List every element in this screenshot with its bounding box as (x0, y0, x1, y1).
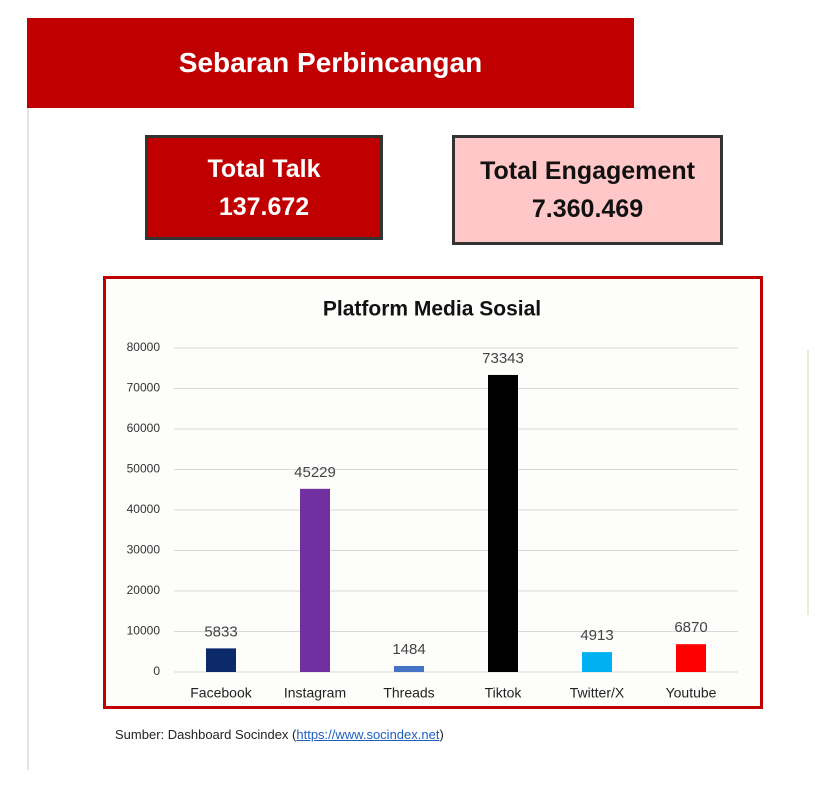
x-tick-label: Threads (383, 685, 434, 701)
page-edge (27, 108, 29, 770)
card-value: 137.672 (218, 192, 310, 221)
y-tick-label: 30000 (127, 543, 161, 557)
bar (676, 644, 706, 672)
bar (488, 374, 518, 672)
x-tick-label: Twitter/X (570, 685, 625, 701)
chart-title: Platform Media Sosial (323, 298, 541, 321)
x-tick-label: Youtube (666, 685, 717, 701)
y-tick-label: 60000 (127, 421, 161, 435)
y-tick-label: 40000 (127, 502, 161, 516)
data-label: 73343 (482, 350, 524, 367)
y-tick-label: 50000 (127, 462, 161, 476)
card-label: Total Engagement (480, 157, 695, 185)
bar (582, 652, 612, 672)
bar (300, 488, 330, 672)
stat-card: Total Engagement 7.360.469 (452, 135, 723, 245)
data-label: 6870 (674, 619, 707, 636)
header-title: Sebaran Perbincangan (27, 18, 634, 108)
data-label: 4913 (580, 627, 613, 644)
y-tick-label: 70000 (127, 381, 161, 395)
y-tick-label: 80000 (127, 340, 161, 354)
data-label: 5833 (204, 623, 237, 640)
y-tick-label: 20000 (127, 583, 161, 597)
y-tick-label: 10000 (127, 624, 161, 638)
source-note: Sumber: Dashboard Socindex (https://www.… (115, 727, 444, 742)
bar (394, 665, 424, 672)
x-tick-label: Facebook (190, 685, 252, 701)
y-tick-label: 0 (153, 664, 160, 678)
page-edge (807, 350, 809, 615)
bar (206, 648, 236, 672)
card-label: Total Talk (207, 154, 321, 183)
stat-card: Total Talk 137.672 (145, 135, 383, 240)
data-label: 1484 (392, 641, 425, 658)
chart-frame (103, 276, 763, 709)
data-label: 45229 (294, 464, 336, 481)
card-value: 7.360.469 (531, 195, 644, 223)
source-link[interactable]: https://www.socindex.net (296, 727, 440, 742)
source-text: Sumber: Dashboard Socindex ( (115, 727, 297, 742)
x-tick-label: Instagram (284, 685, 346, 701)
source-text: ) (439, 727, 444, 742)
x-tick-label: Tiktok (485, 685, 523, 701)
